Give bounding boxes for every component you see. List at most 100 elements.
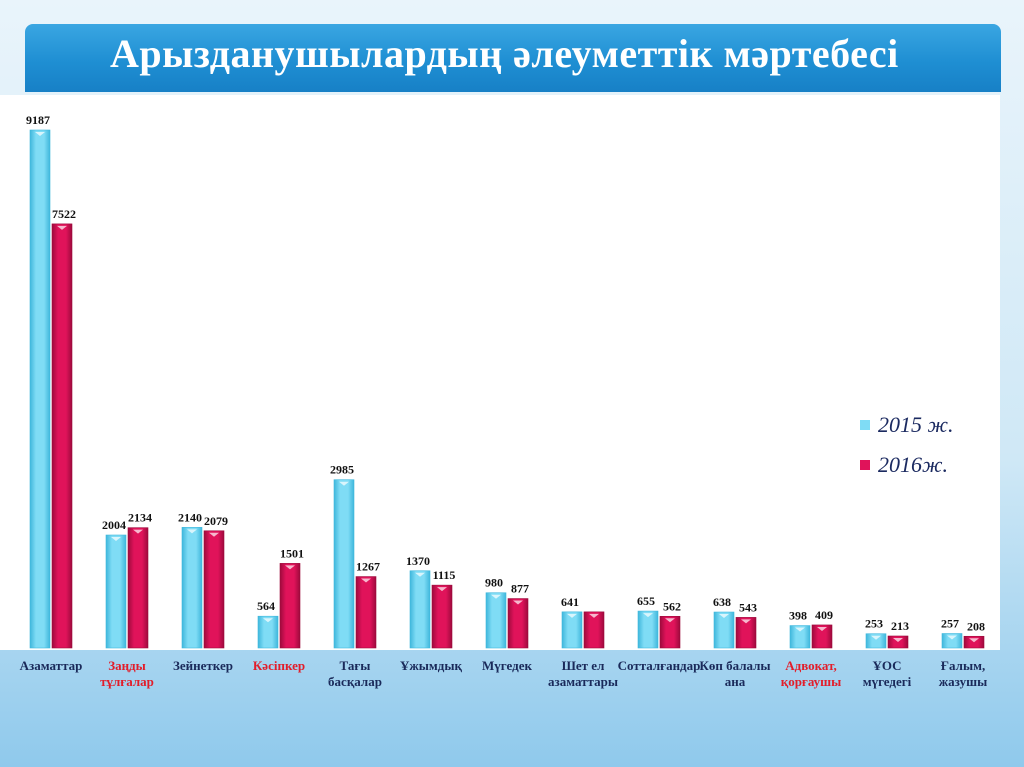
bar-2015 [637, 610, 659, 649]
bar-2016 [735, 617, 757, 649]
data-label: 638 [713, 595, 731, 609]
bar-highlight [415, 572, 425, 577]
bar-2016 [203, 530, 225, 649]
bar-highlight [437, 587, 447, 592]
bar-highlight [643, 613, 653, 618]
bar-2016 [811, 624, 833, 649]
category-label-line: Заңды [108, 658, 146, 673]
bar-highlight [35, 132, 45, 136]
bar-2016 [279, 563, 301, 649]
bar-highlight [263, 618, 273, 623]
data-label: 253 [865, 617, 883, 631]
legend-label-2015: 2015 ж. [878, 412, 954, 437]
bar-2016 [507, 598, 529, 649]
bar-highlight [969, 638, 979, 643]
data-label: 208 [967, 619, 985, 633]
bar-highlight [741, 619, 751, 624]
bar-2016 [583, 611, 605, 649]
category-label-line: Шет ел [561, 658, 605, 673]
category-label-line: мүгедегі [862, 674, 912, 689]
bar-2015 [29, 129, 51, 649]
bar-highlight [589, 613, 599, 618]
data-label: 2079 [204, 514, 228, 528]
bar-highlight [719, 614, 729, 619]
category-label: Адвокат, қорғаушы [766, 658, 856, 690]
category-label: Ғалым, жазушы [918, 658, 1008, 690]
bar-2015 [789, 625, 811, 649]
bar-highlight [361, 578, 371, 583]
bar-2015 [713, 611, 735, 649]
bar-highlight [893, 637, 903, 642]
bar-highlight [285, 565, 295, 570]
category-label-line: азаматтары [548, 674, 618, 689]
data-label: 543 [739, 600, 757, 614]
legend-item-2015: 2015 ж. [860, 412, 953, 438]
bar-highlight [491, 594, 501, 599]
legend-swatch-2015 [860, 420, 870, 430]
bar-2016 [355, 576, 377, 649]
category-label-line: Адвокат, [785, 658, 837, 673]
bar-highlight [795, 627, 805, 632]
data-label: 398 [789, 609, 807, 623]
category-label-line: Тағы [339, 658, 371, 673]
data-label: 564 [257, 599, 275, 613]
legend-label-2016: 2016ж. [878, 452, 948, 477]
bar-highlight [133, 529, 143, 534]
category-label: Заңды тұлғалар [82, 658, 172, 690]
category-label-line: ҰОС [872, 658, 902, 673]
bar-highlight [817, 626, 827, 631]
data-label: 2004 [102, 518, 126, 532]
data-label: 2985 [330, 463, 354, 477]
bar-highlight [339, 481, 349, 486]
category-label-line: тұлғалар [100, 674, 154, 689]
bar-highlight [871, 635, 881, 640]
chart-title: Арызданушылардың әлеуметтік мәртебесі [110, 31, 899, 76]
category-label-line: Көп балалы [699, 658, 771, 673]
bar-2015 [105, 534, 127, 649]
data-label: 2140 [178, 510, 202, 524]
category-label: Сотталғандар [614, 658, 704, 674]
data-label: 980 [485, 576, 503, 590]
category-label: Шет ел азаматтары [538, 658, 628, 690]
category-label: ҰОС мүгедегі [842, 658, 932, 690]
data-label: 1501 [280, 546, 304, 560]
category-label-line: Мүгедек [482, 658, 532, 673]
data-label: 1115 [433, 568, 456, 582]
bar-2016 [659, 616, 681, 649]
bar-highlight [209, 532, 219, 537]
legend: 2015 ж. 2016ж. [860, 412, 953, 492]
bar-2015 [181, 527, 203, 649]
bar-highlight [567, 613, 577, 618]
bar-highlight [665, 618, 675, 623]
data-label: 655 [637, 594, 655, 608]
bar-2015 [941, 633, 963, 649]
bar-2016 [51, 223, 73, 649]
category-label-line: Зейнеткер [173, 658, 233, 673]
category-label-line: Азаматтар [19, 658, 83, 673]
data-label: 877 [511, 582, 529, 596]
bar-highlight [513, 600, 523, 605]
category-label-line: ана [724, 674, 746, 689]
legend-swatch-2016 [860, 460, 870, 470]
category-label: Көп балалы ана [690, 658, 780, 690]
data-label: 1370 [406, 554, 430, 568]
bar-2015 [409, 570, 431, 649]
bar-2015 [561, 611, 583, 649]
data-label: 1267 [356, 560, 380, 574]
bar-highlight [111, 537, 121, 542]
category-label: Тағы басқалар [310, 658, 400, 690]
bar-highlight [57, 225, 67, 230]
bar-2015 [257, 615, 279, 649]
category-label: Азаматтар [6, 658, 96, 674]
bar-2015 [865, 633, 887, 649]
category-label: Ұжымдық [386, 658, 476, 674]
data-label: 9187 [26, 113, 50, 127]
data-label: 562 [663, 599, 681, 613]
bar-2016 [127, 527, 149, 649]
data-label: 7522 [52, 207, 76, 221]
data-label: 257 [941, 617, 959, 631]
title-banner [25, 24, 1001, 92]
category-label-line: Кәсіпкер [252, 658, 306, 673]
data-label: 409 [815, 608, 833, 622]
